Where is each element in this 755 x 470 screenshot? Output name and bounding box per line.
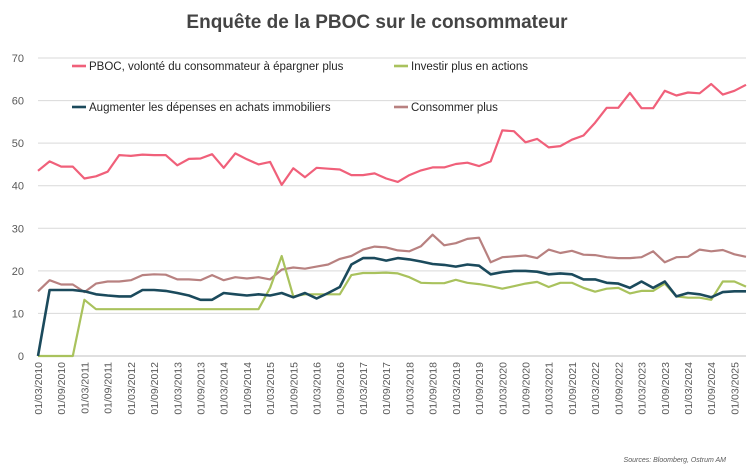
series-line-1 — [37, 82, 747, 186]
x-tick-label: 01/03/2010 — [33, 362, 45, 415]
x-tick-label: 01/03/2019 — [451, 362, 463, 415]
y-tick-label: 10 — [12, 308, 24, 320]
y-tick-label: 50 — [12, 138, 24, 150]
series-layer — [36, 82, 747, 358]
x-tick-label: 01/03/2022 — [590, 362, 602, 415]
x-tick-label: 01/03/2015 — [265, 362, 277, 415]
x-tick-label: 01/09/2021 — [567, 362, 579, 415]
x-axis-ticks: 01/03/2010 01/09/2010 01/03/2011 01/09/2011… — [33, 362, 741, 415]
x-tick-label: 01/03/2023 — [637, 362, 649, 415]
legend-label: PBOC, volonté du consommateur à épargner… — [89, 61, 344, 73]
legend-label: Investir plus en actions — [411, 61, 528, 73]
x-tick-label: 01/03/2011 — [79, 362, 91, 414]
y-tick-label: 40 — [12, 181, 24, 193]
x-tick-label: 01/03/2017 — [358, 362, 370, 415]
x-tick-label: 01/03/2018 — [404, 362, 416, 415]
x-tick-label: 01/03/2013 — [172, 362, 184, 415]
chart-title: Enquête de la PBOC sur le consommateur — [186, 12, 568, 33]
x-tick-label: 01/09/2013 — [195, 362, 207, 415]
x-tick-label: 01/09/2023 — [660, 362, 672, 415]
x-tick-label: 01/09/2012 — [149, 362, 161, 415]
x-tick-label: 01/09/2018 — [428, 362, 440, 415]
y-tick-label: 20 — [12, 266, 24, 278]
y-tick-label: 60 — [12, 96, 24, 108]
legend-label: Augmenter les dépenses en achats immobil… — [89, 102, 331, 114]
x-tick-label: 01/03/2014 — [219, 362, 231, 415]
x-tick-label: 01/09/2011 — [103, 362, 115, 414]
x-tick-label: 01/09/2015 — [288, 362, 300, 415]
x-tick-label: 01/09/2016 — [335, 362, 347, 415]
y-tick-label: 30 — [12, 223, 24, 235]
x-tick-label: 01/03/2024 — [683, 362, 695, 415]
x-tick-label: 01/03/2016 — [312, 362, 324, 415]
x-tick-label: 01/09/2020 — [520, 362, 532, 415]
x-tick-label: 01/03/2021 — [544, 362, 556, 415]
legend-label: Consommer plus — [411, 102, 498, 114]
x-tick-label: 01/09/2010 — [56, 362, 68, 415]
x-tick-label: 01/03/2025 — [729, 362, 741, 415]
series-line-3 — [36, 256, 746, 357]
x-tick-label: 01/03/2020 — [497, 362, 509, 415]
grid-layer — [38, 57, 746, 357]
x-tick-label: 01/09/2014 — [242, 362, 254, 415]
x-tick-label: 01/09/2019 — [474, 362, 486, 415]
x-tick-label: 01/09/2024 — [706, 362, 718, 415]
legend: PBOC, volonté du consommateur à épargner… — [72, 61, 528, 114]
y-tick-label: 0 — [18, 351, 24, 363]
series-line-2 — [38, 254, 747, 358]
y-tick-label: 70 — [12, 53, 24, 65]
x-tick-label: 01/09/2022 — [613, 362, 625, 415]
x-tick-label: 01/03/2012 — [126, 362, 138, 415]
source-note: Sources: Bloomberg, Ostrum AM — [624, 457, 727, 464]
series-line-4 — [37, 233, 747, 294]
y-axis-ticks: 0 10 20 30 40 50 60 70 — [12, 53, 24, 363]
x-tick-label: 01/09/2017 — [381, 362, 393, 415]
